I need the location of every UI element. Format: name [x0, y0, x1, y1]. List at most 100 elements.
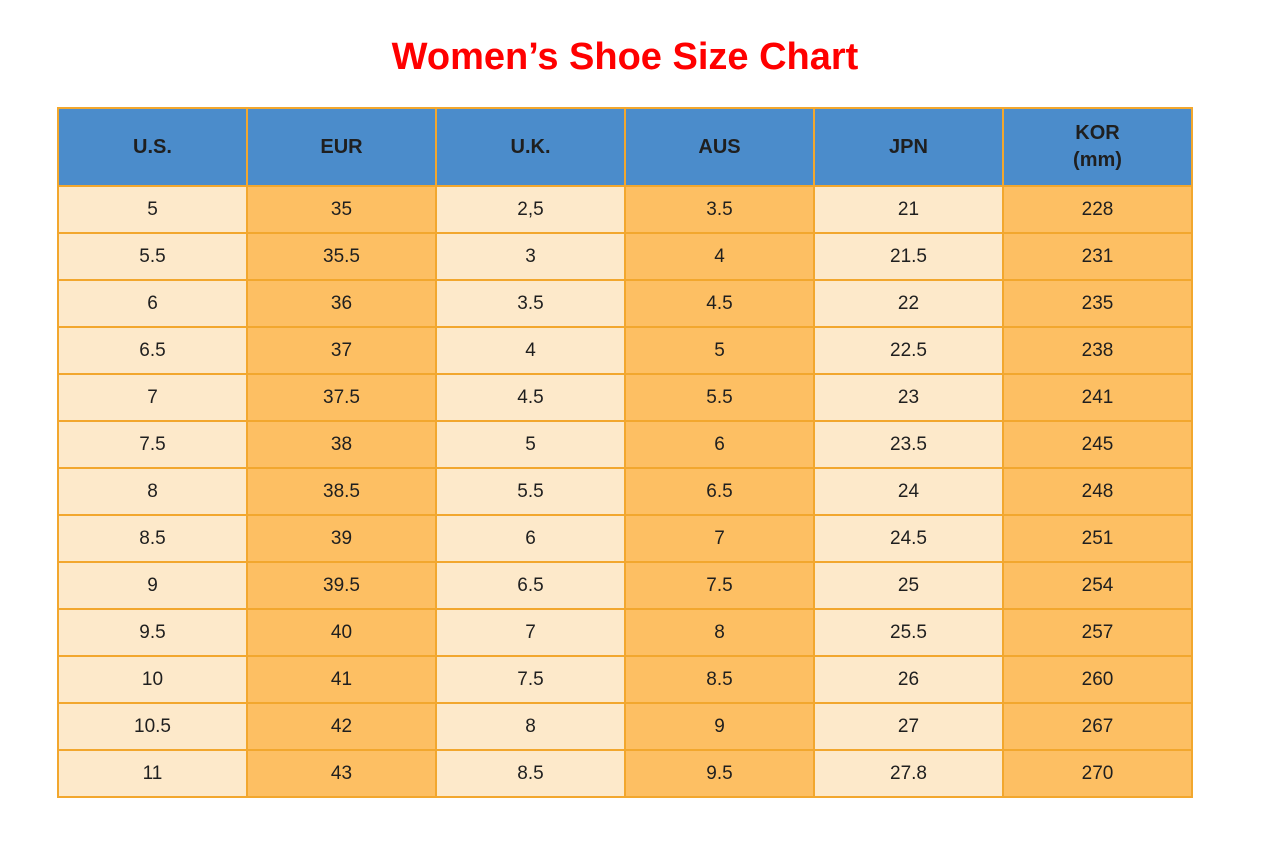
cell-jpn: 21.5 — [813, 232, 1004, 281]
cell-eur: 38 — [246, 420, 437, 469]
cell-jpn: 21 — [813, 185, 1004, 234]
cell-jpn: 23 — [813, 373, 1004, 422]
cell-uk: 5 — [435, 420, 626, 469]
cell-eur: 42 — [246, 702, 437, 751]
cell-aus: 5.5 — [624, 373, 815, 422]
header-label: U.S. — [133, 135, 172, 158]
cell-uk: 7.5 — [435, 655, 626, 704]
cell-us: 9.5 — [57, 608, 248, 657]
header-label: JPN — [889, 135, 928, 158]
cell-us: 11 — [57, 749, 248, 798]
cell-aus: 4 — [624, 232, 815, 281]
cell-kor: 254 — [1002, 561, 1193, 610]
header-cell-jpn: JPN — [813, 107, 1004, 187]
header-cell-aus: AUS — [624, 107, 815, 187]
header-label: EUR — [320, 135, 363, 158]
cell-kor: 257 — [1002, 608, 1193, 657]
cell-eur: 39.5 — [246, 561, 437, 610]
cell-jpn: 25.5 — [813, 608, 1004, 657]
cell-us: 7.5 — [57, 420, 248, 469]
cell-jpn: 23.5 — [813, 420, 1004, 469]
header-label: KOR — [1075, 122, 1120, 144]
cell-uk: 2,5 — [435, 185, 626, 234]
cell-aus: 6.5 — [624, 467, 815, 516]
cell-jpn: 26 — [813, 655, 1004, 704]
header-sublabel: (mm) — [1073, 149, 1122, 171]
table-body: 5 35 2,5 3.5 21 228 5.5 35.5 3 4 21.5 231 6 36 3.5 4.5 2… — [57, 185, 1193, 798]
table-row: 7 37.5 4.5 5.5 23 241 — [57, 373, 1193, 422]
cell-kor: 228 — [1002, 185, 1193, 234]
cell-eur: 40 — [246, 608, 437, 657]
cell-us: 9 — [57, 561, 248, 610]
cell-uk: 3.5 — [435, 279, 626, 328]
cell-kor: 245 — [1002, 420, 1193, 469]
cell-eur: 36 — [246, 279, 437, 328]
table-row: 8.5 39 6 7 24.5 251 — [57, 514, 1193, 563]
header-row: U.S. EUR U.K. AUS JPN KOR (mm) — [57, 107, 1193, 187]
cell-aus: 3.5 — [624, 185, 815, 234]
cell-kor: 248 — [1002, 467, 1193, 516]
cell-aus: 9.5 — [624, 749, 815, 798]
cell-us: 6.5 — [57, 326, 248, 375]
page-title: Women’s Shoe Size Chart — [391, 36, 859, 78]
cell-kor: 238 — [1002, 326, 1193, 375]
header-label: AUS — [698, 135, 741, 158]
cell-eur: 35.5 — [246, 232, 437, 281]
cell-aus: 7.5 — [624, 561, 815, 610]
cell-jpn: 27.8 — [813, 749, 1004, 798]
cell-aus: 8 — [624, 608, 815, 657]
cell-aus: 4.5 — [624, 279, 815, 328]
cell-uk: 4 — [435, 326, 626, 375]
cell-kor: 267 — [1002, 702, 1193, 751]
table-row: 9 39.5 6.5 7.5 25 254 — [57, 561, 1193, 610]
cell-jpn: 27 — [813, 702, 1004, 751]
cell-uk: 3 — [435, 232, 626, 281]
cell-eur: 39 — [246, 514, 437, 563]
cell-kor: 251 — [1002, 514, 1193, 563]
cell-aus: 7 — [624, 514, 815, 563]
cell-us: 10 — [57, 655, 248, 704]
table-row: 11 43 8.5 9.5 27.8 270 — [57, 749, 1193, 798]
cell-uk: 7 — [435, 608, 626, 657]
table-row: 9.5 40 7 8 25.5 257 — [57, 608, 1193, 657]
cell-uk: 8 — [435, 702, 626, 751]
cell-eur: 37 — [246, 326, 437, 375]
cell-kor: 260 — [1002, 655, 1193, 704]
cell-aus: 9 — [624, 702, 815, 751]
table-header: U.S. EUR U.K. AUS JPN KOR (mm) — [57, 107, 1193, 187]
cell-kor: 270 — [1002, 749, 1193, 798]
cell-us: 7 — [57, 373, 248, 422]
cell-uk: 6 — [435, 514, 626, 563]
cell-jpn: 22.5 — [813, 326, 1004, 375]
cell-aus: 8.5 — [624, 655, 815, 704]
table-row: 7.5 38 5 6 23.5 245 — [57, 420, 1193, 469]
cell-us: 8.5 — [57, 514, 248, 563]
cell-eur: 41 — [246, 655, 437, 704]
header-cell-eur: EUR — [246, 107, 437, 187]
cell-kor: 235 — [1002, 279, 1193, 328]
cell-eur: 38.5 — [246, 467, 437, 516]
header-cell-uk: U.K. — [435, 107, 626, 187]
table-row: 5.5 35.5 3 4 21.5 231 — [57, 232, 1193, 281]
table-row: 10 41 7.5 8.5 26 260 — [57, 655, 1193, 704]
cell-jpn: 24 — [813, 467, 1004, 516]
cell-us: 5.5 — [57, 232, 248, 281]
cell-kor: 241 — [1002, 373, 1193, 422]
table-row: 5 35 2,5 3.5 21 228 — [57, 185, 1193, 234]
cell-uk: 8.5 — [435, 749, 626, 798]
cell-jpn: 25 — [813, 561, 1004, 610]
size-chart-table: U.S. EUR U.K. AUS JPN KOR (mm) 5 35 2,5 3.5 21 228 5… — [57, 107, 1193, 798]
cell-eur: 43 — [246, 749, 437, 798]
table-row: 10.5 42 8 9 27 267 — [57, 702, 1193, 751]
table-row: 8 38.5 5.5 6.5 24 248 — [57, 467, 1193, 516]
cell-us: 6 — [57, 279, 248, 328]
cell-us: 5 — [57, 185, 248, 234]
cell-us: 8 — [57, 467, 248, 516]
cell-kor: 231 — [1002, 232, 1193, 281]
cell-aus: 6 — [624, 420, 815, 469]
cell-jpn: 24.5 — [813, 514, 1004, 563]
cell-aus: 5 — [624, 326, 815, 375]
header-cell-us: U.S. — [57, 107, 248, 187]
cell-uk: 6.5 — [435, 561, 626, 610]
table-row: 6.5 37 4 5 22.5 238 — [57, 326, 1193, 375]
